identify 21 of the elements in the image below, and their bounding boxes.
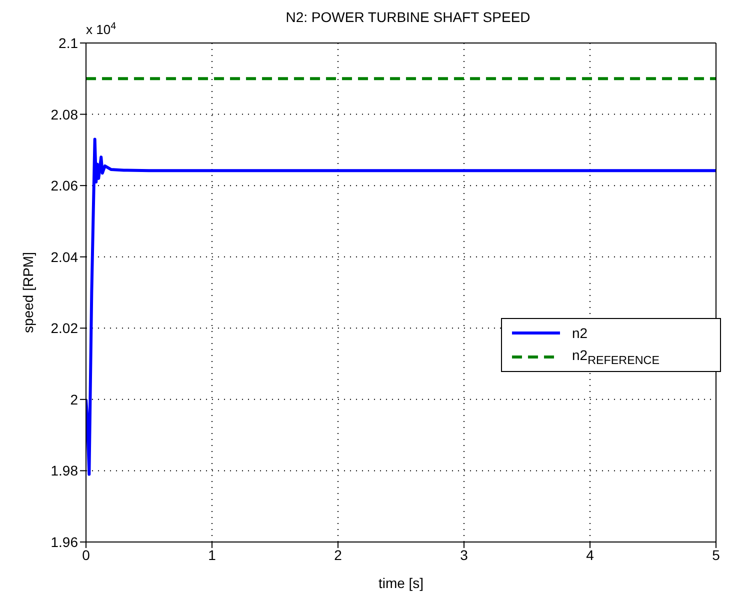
y-tick-label: 1.96: [50, 534, 78, 550]
x-tick-label: 2: [334, 546, 342, 563]
line-series: [86, 138, 716, 476]
x-tick-label: 4: [586, 546, 594, 563]
y-tick-label: 2.04: [50, 248, 78, 265]
x-tick-label: 1: [208, 546, 216, 563]
x-tick-label: 5: [712, 546, 720, 563]
x-tick-label: 3: [460, 546, 468, 563]
chart-title: N2: POWER TURBINE SHAFT SPEED: [286, 9, 530, 25]
y-tick-label: 2.06: [50, 178, 78, 194]
legend-label: n2$_{REFERENCE}$: [572, 347, 660, 367]
text: x 10$^{4}$: [86, 20, 117, 37]
x-tick-label: 0: [82, 546, 90, 563]
y-tick-label: 2.02: [50, 320, 78, 336]
legend-label: n2: [572, 325, 588, 341]
y-tick-label: 2.08: [50, 106, 78, 122]
x-axis-title: time [s]: [378, 575, 424, 591]
y-tick-label: 1.98: [50, 462, 78, 479]
y-tick-label: 2: [70, 391, 78, 408]
y-tick-label: 2.1: [58, 34, 78, 51]
y-axis-title: speed [RPM]: [20, 252, 36, 333]
